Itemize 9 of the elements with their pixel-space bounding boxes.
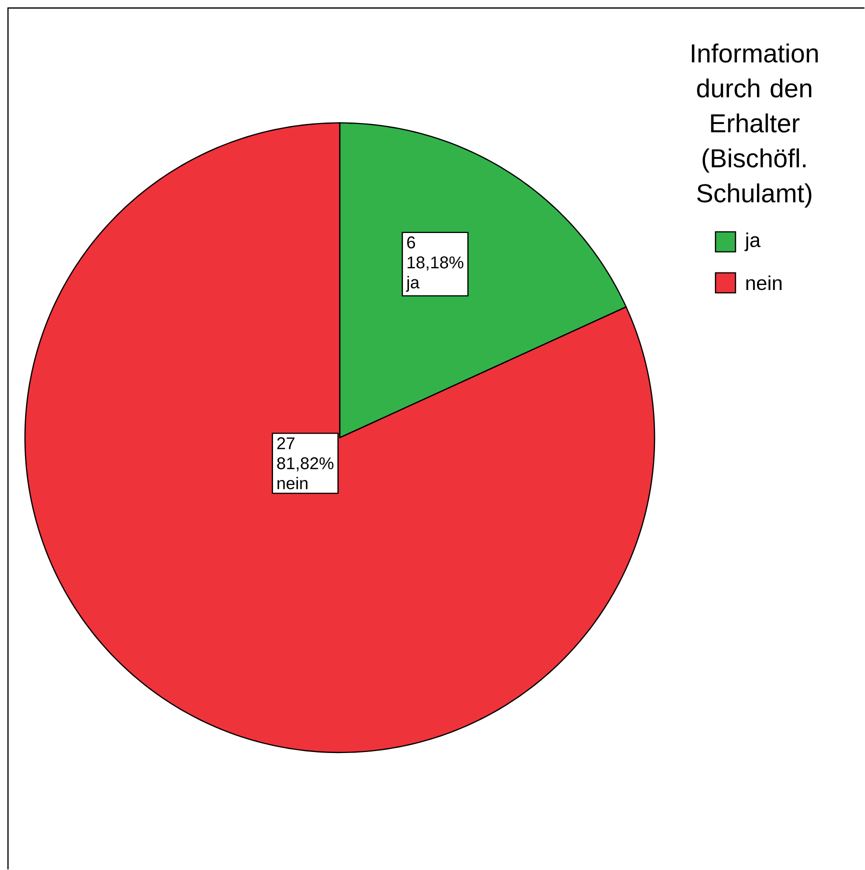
slice-label: ja [406,276,420,292]
legend-title: Information durch den Erhalter (Bischöfl. Schulamt) [692,44,818,208]
legend-label: ja [744,232,761,252]
data-label: 6 [407,236,416,248]
text: 81,82% [277,457,334,472]
text: 18,18% [408,256,464,270]
slice-label: nein [278,476,308,490]
legend-label: nein [746,275,782,290]
data-label: 27 [277,437,294,450]
